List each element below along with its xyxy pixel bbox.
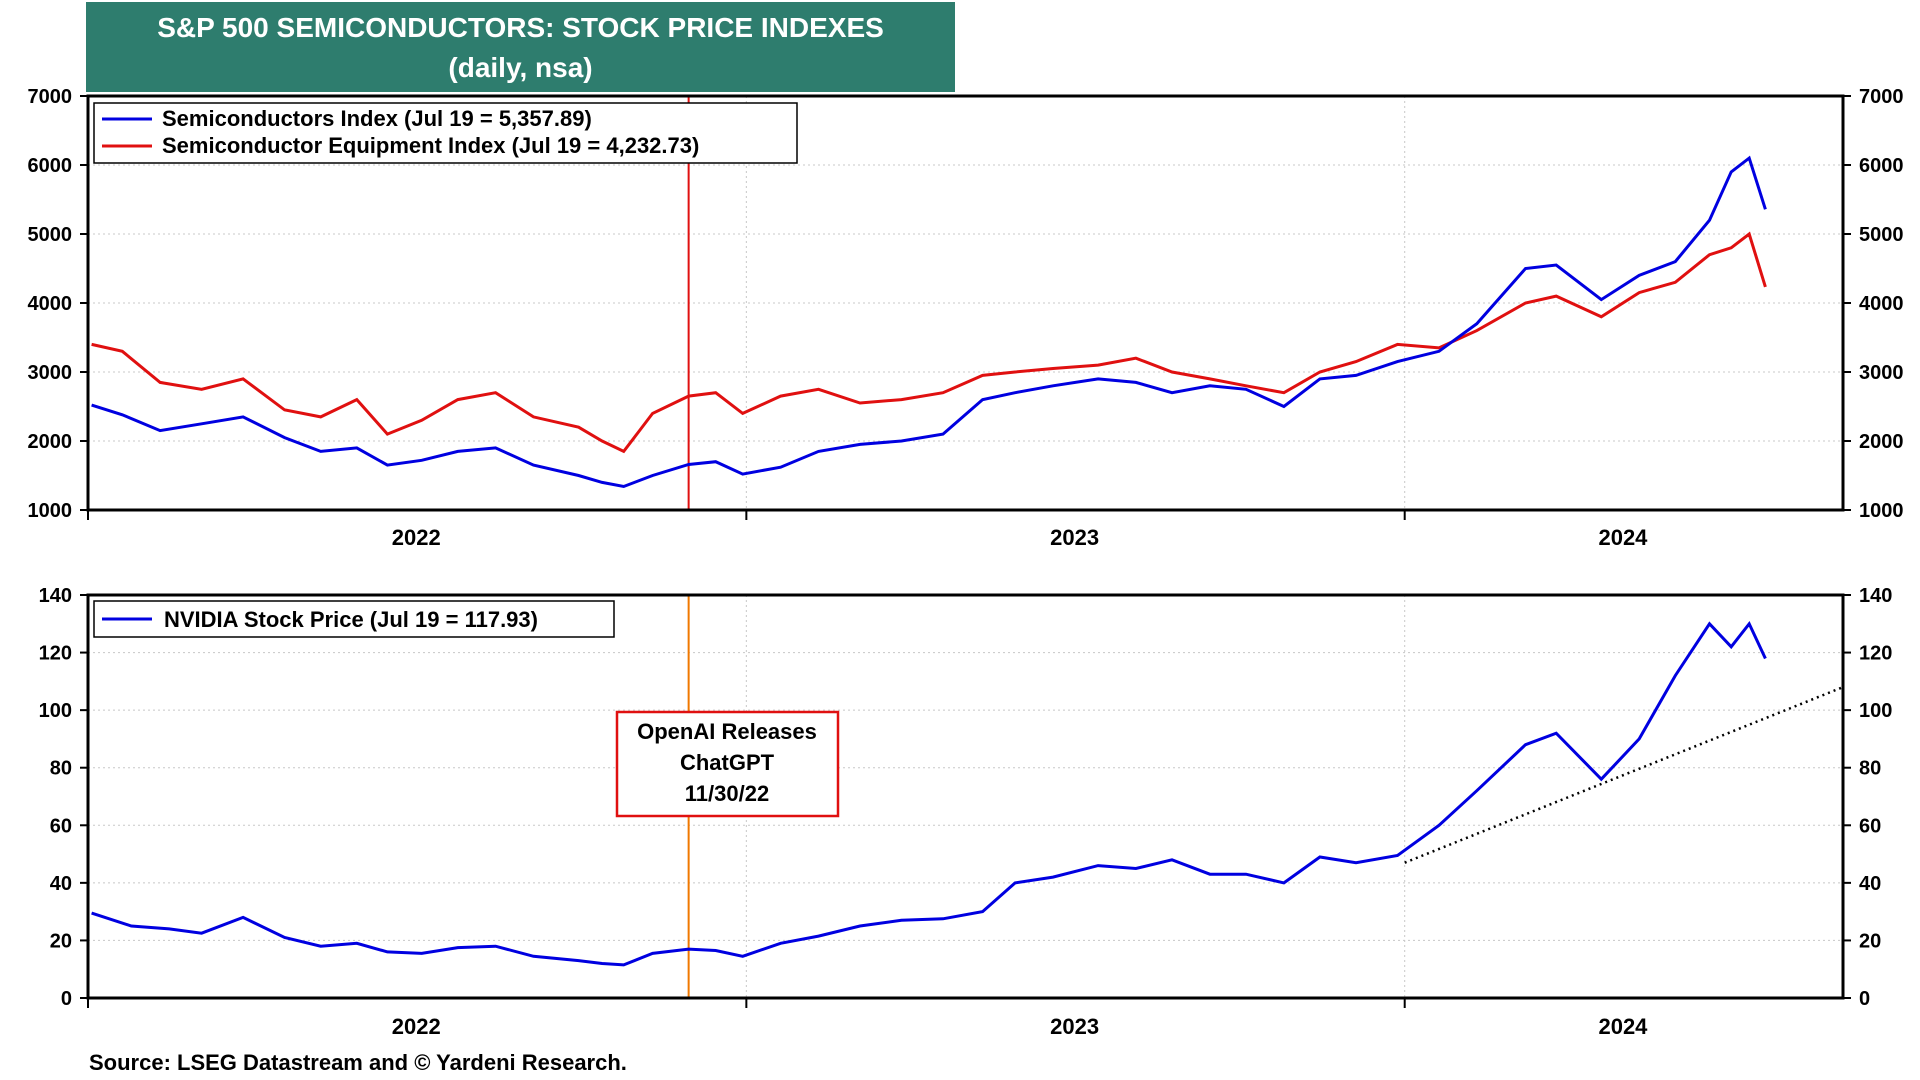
y-tick-right-1: 20 xyxy=(1859,930,1881,952)
y-tick-right-0: 0 xyxy=(1859,988,1870,1010)
y-tick-left-3: 60 xyxy=(50,815,72,837)
y-tick-right-3: 4000 xyxy=(1859,293,1904,315)
y-tick-left-6: 7000 xyxy=(28,86,73,108)
top-legend: Semiconductors Index (Jul 19 = 5,357.89)… xyxy=(93,102,798,164)
y-tick-left-7: 140 xyxy=(39,585,72,607)
y-tick-left-1: 2000 xyxy=(28,431,73,453)
chart-title: S&P 500 SEMICONDUCTORS: STOCK PRICE INDE… xyxy=(86,2,955,92)
chart-title-line2: (daily, nsa) xyxy=(448,52,593,83)
x-tick-label-2024: 2024 xyxy=(1598,1014,1648,1039)
y-tick-right-4: 5000 xyxy=(1859,224,1904,246)
x-tick-label-2022: 2022 xyxy=(392,525,441,550)
nvidia-stock-price-line xyxy=(91,620,1767,967)
y-tick-right-5: 100 xyxy=(1859,700,1892,722)
y-tick-left-6: 120 xyxy=(39,643,72,665)
top-panel: 1000 2000 3000 4000 5000 6000 7000 1000 2000 300… xyxy=(28,86,1904,550)
legend-label-nvidia: NVIDIA Stock Price (Jul 19 = 117.93) xyxy=(164,607,538,632)
y-tick-left-0: 1000 xyxy=(28,500,73,522)
x-tick-label-2023: 2023 xyxy=(1050,525,1099,550)
y-tick-left-4: 80 xyxy=(50,758,72,780)
source-note: Source: LSEG Datastream and © Yardeni Re… xyxy=(89,1050,627,1075)
y-tick-right-0: 1000 xyxy=(1859,500,1904,522)
y-tick-left-0: 0 xyxy=(61,988,72,1010)
x-tick-label-2022: 2022 xyxy=(392,1014,441,1039)
bottom-gridlines xyxy=(88,594,1843,999)
y-tick-right-2: 3000 xyxy=(1859,362,1904,384)
bottom-panel: 0 20 40 60 80 100 120 140 0 20 40 60 80 100 120 140 20… xyxy=(39,585,1893,1039)
top-x-tick-labels: 2022 2023 2024 xyxy=(87,510,1648,550)
nvidia-trendline xyxy=(1404,685,1844,864)
y-tick-right-1: 2000 xyxy=(1859,431,1904,453)
annotation-line1: OpenAI Releases xyxy=(637,719,817,744)
semiconductors-index-line xyxy=(91,155,1767,489)
annotation-line2: ChatGPT xyxy=(680,750,775,775)
top-y-tick-labels-left: 1000 2000 3000 4000 5000 6000 7000 xyxy=(28,86,88,522)
y-tick-right-4: 80 xyxy=(1859,758,1881,780)
y-tick-left-2: 3000 xyxy=(28,362,73,384)
y-tick-left-2: 40 xyxy=(50,873,72,895)
y-tick-right-6: 120 xyxy=(1859,643,1892,665)
y-tick-left-5: 6000 xyxy=(28,155,73,177)
top-gridlines xyxy=(88,95,1843,511)
y-tick-right-5: 6000 xyxy=(1859,155,1904,177)
y-tick-right-2: 40 xyxy=(1859,873,1881,895)
annotation-line3: 11/30/22 xyxy=(685,781,769,806)
y-tick-left-1: 20 xyxy=(50,930,72,952)
bottom-plot-frame xyxy=(86,593,1845,1000)
y-tick-left-4: 5000 xyxy=(28,224,73,246)
x-tick-label-2023: 2023 xyxy=(1050,1014,1099,1039)
chatgpt-annotation: OpenAI Releases ChatGPT 11/30/22 xyxy=(615,710,840,818)
y-tick-left-3: 4000 xyxy=(28,293,73,315)
bottom-x-tick-labels: 2022 2023 2024 xyxy=(87,998,1648,1039)
legend-label-equip: Semiconductor Equipment Index (Jul 19 = … xyxy=(162,133,699,158)
bottom-legend-box xyxy=(93,600,615,638)
bottom-y-tick-labels-right: 0 20 40 60 80 100 120 140 xyxy=(1843,585,1892,1010)
chart-title-line1: S&P 500 SEMICONDUCTORS: STOCK PRICE INDE… xyxy=(157,12,884,43)
x-tick-label-2024: 2024 xyxy=(1598,525,1648,550)
top-y-tick-labels-right: 1000 2000 3000 4000 5000 6000 7000 xyxy=(1843,86,1904,522)
y-tick-left-5: 100 xyxy=(39,700,72,722)
annotation-box xyxy=(615,710,840,818)
y-tick-right-3: 60 xyxy=(1859,815,1881,837)
semiconductor-equipment-index-line xyxy=(91,231,1767,454)
bottom-legend: NVIDIA Stock Price (Jul 19 = 117.93) xyxy=(93,600,615,638)
bottom-y-tick-labels-left: 0 20 40 60 80 100 120 140 xyxy=(39,585,88,1010)
legend-label-semis: Semiconductors Index (Jul 19 = 5,357.89) xyxy=(162,106,592,131)
top-legend-box xyxy=(93,102,798,164)
y-tick-right-6: 7000 xyxy=(1859,86,1904,108)
y-tick-right-7: 140 xyxy=(1859,585,1892,607)
